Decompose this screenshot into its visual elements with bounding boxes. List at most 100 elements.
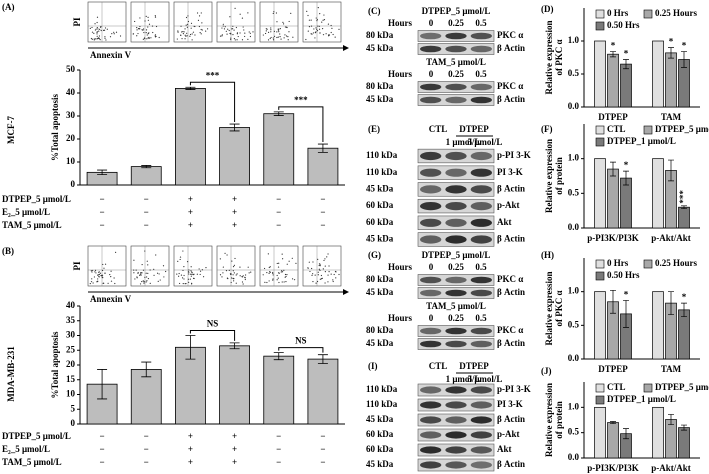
legend-label: DTPEP_5 μmol/L <box>655 124 709 134</box>
flow-dot <box>232 25 234 27</box>
bar <box>594 291 606 360</box>
blot-band <box>470 201 492 211</box>
flow-dot <box>146 34 148 36</box>
y-tick-label: 35 <box>66 315 76 325</box>
flow-dot <box>90 270 92 272</box>
flow-dot <box>100 275 103 277</box>
protein-label: β Actin <box>497 94 525 104</box>
blot-band <box>470 386 492 394</box>
lane-label: 0.5 <box>475 313 487 323</box>
flow-dot <box>277 36 279 38</box>
bar <box>263 113 295 186</box>
flow-dot <box>244 32 246 34</box>
flow-dot <box>222 266 224 268</box>
blot-band <box>420 96 442 104</box>
flow-dot <box>283 269 285 271</box>
legend-swatch <box>643 9 653 19</box>
flow-dot <box>278 281 280 284</box>
error-bar <box>141 361 152 378</box>
flow-dot <box>328 35 330 37</box>
flow-dot <box>284 26 287 28</box>
legend-swatch <box>595 271 605 281</box>
flow-dot <box>323 259 325 262</box>
flow-dot <box>287 36 289 38</box>
flow-dot <box>316 30 319 32</box>
error-bar <box>623 59 629 70</box>
flow-dot <box>286 273 288 276</box>
significance-label: *** <box>206 70 220 80</box>
flow-dot <box>248 272 250 274</box>
flow-dot <box>317 274 319 276</box>
kda-label: 45 kDa <box>366 183 394 193</box>
condition-sign: − <box>320 194 325 204</box>
protein-label: β Actin <box>497 234 525 244</box>
flow-dot <box>219 274 222 276</box>
condition-sign: − <box>320 220 325 230</box>
flow-dot <box>147 272 149 275</box>
y-tick-label: 0.5 <box>568 187 580 197</box>
flow-dot <box>288 260 290 262</box>
flow-dot <box>244 274 247 276</box>
flow-dot <box>189 35 191 37</box>
flow-dot <box>102 29 105 31</box>
flow-dot <box>236 33 238 35</box>
dose-label: 5 μmol/L <box>468 137 503 147</box>
flow-dot <box>267 31 270 33</box>
blot-title: DTPEP_5 μmol/L <box>422 250 491 260</box>
flow-dot <box>142 38 144 40</box>
flow-dot <box>91 26 93 29</box>
bar <box>594 406 606 459</box>
flow-dot <box>244 277 246 279</box>
panel-label: (I) <box>368 361 378 371</box>
flow-dot <box>90 281 93 283</box>
blot-control: CTL <box>429 361 448 371</box>
flow-dot <box>228 269 230 272</box>
flow-dot <box>286 263 288 265</box>
flow-dot <box>236 39 238 41</box>
x-tick-label: p-PI3K/PI3K <box>587 463 639 473</box>
condition-sign: − <box>144 431 149 441</box>
kda-label: 45 kDa <box>366 94 394 104</box>
flow-dot <box>233 272 235 274</box>
flow-dot <box>104 36 106 38</box>
flow-dot <box>196 12 199 14</box>
error-bar <box>610 289 616 314</box>
flow-dot <box>321 21 323 23</box>
flow-dot <box>244 35 246 38</box>
flow-dot <box>282 21 284 23</box>
flow-dot <box>199 270 202 272</box>
blot-band <box>420 327 442 335</box>
flow-dot <box>184 28 186 30</box>
dose-label: 1 μmol/L <box>446 137 481 147</box>
condition-sign: + <box>188 220 193 230</box>
flow-dot <box>199 32 201 34</box>
y-axis-label: of PKC α <box>554 39 564 75</box>
blot-band <box>445 45 467 53</box>
blot-band <box>445 201 467 211</box>
flow-dot <box>153 274 155 276</box>
flow-dot <box>178 275 180 277</box>
kda-label: 110 kDa <box>366 399 398 409</box>
flow-dot <box>100 29 102 32</box>
flow-dot <box>263 267 266 270</box>
condition-sign: − <box>144 194 149 204</box>
flow-dot <box>134 20 136 23</box>
flow-dot <box>92 282 94 284</box>
flow-dot <box>98 271 100 274</box>
flow-dot <box>191 33 193 35</box>
blot-band <box>420 45 442 53</box>
flow-dot <box>269 266 271 268</box>
blot-band <box>470 151 492 161</box>
flow-dot <box>198 268 200 270</box>
panel-label: (B) <box>2 246 14 256</box>
blot-band <box>420 416 442 424</box>
bar <box>175 88 206 186</box>
flow-dot <box>225 270 228 272</box>
significance-label: *** <box>678 190 688 204</box>
flow-dot <box>222 25 224 27</box>
y-axis-label: of PKC α <box>554 290 564 326</box>
flow-x-label: Annexin V <box>90 294 132 304</box>
error-bar <box>623 170 629 186</box>
flow-dot <box>147 26 149 28</box>
